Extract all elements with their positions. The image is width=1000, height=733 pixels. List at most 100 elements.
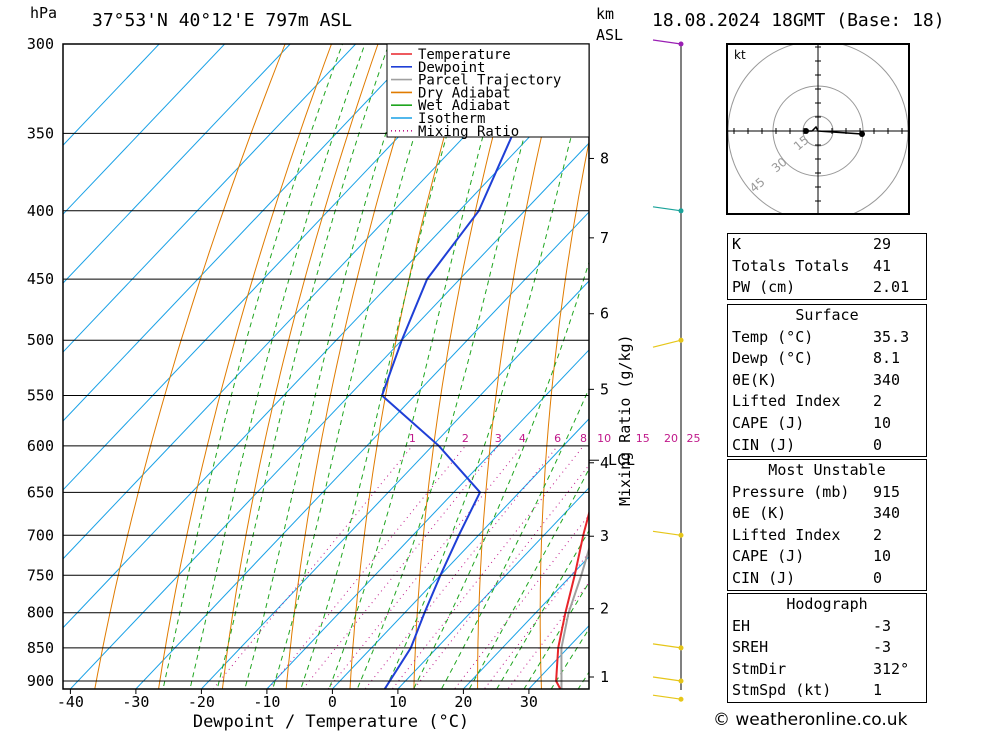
location-title: 37°53'N 40°12'E 797m ASL (92, 10, 353, 31)
wet-adiabat-line (590, 4, 720, 712)
dry-adiabat-line (660, 4, 711, 712)
stat-label: EH (732, 616, 751, 635)
dry-adiabat-line (349, 44, 472, 689)
wet-adiabat-line (162, 44, 344, 689)
stat-label: CIN (J) (732, 435, 796, 454)
stat-value: 0 (873, 568, 883, 587)
lcl-label: LCL (608, 451, 635, 469)
stat-value: 2 (873, 525, 883, 544)
dry-adiabat-line (285, 44, 425, 689)
wind-barb-shaft (652, 530, 682, 536)
km-tick-label: 7 (600, 229, 609, 247)
km-tick-label: 3 (600, 527, 609, 545)
mixing-ratio-line (507, 581, 589, 689)
isotherm-line (200, 280, 589, 689)
mixing-ratio-value-label: 8 (580, 432, 587, 445)
isotherm-line (462, 556, 589, 689)
isotherm-line (63, 44, 422, 422)
stat-row: Lifted Index 2 (728, 391, 926, 413)
wet-adiabat-line (216, 44, 390, 689)
dry-adiabat-line (717, 4, 720, 712)
mixing-ratio-line (391, 445, 584, 689)
km-tick-label: 5 (600, 380, 609, 398)
km-tick-label: 4 (600, 454, 609, 472)
stat-value: 340 (873, 370, 901, 389)
stat-value: 340 (873, 504, 901, 523)
stat-value: -3 (873, 616, 892, 635)
stat-label: StmSpd (kt) (732, 681, 832, 700)
wind-barb-shaft (652, 676, 682, 682)
wet-adiabat-line (523, 581, 589, 689)
mixing-ratio-value-label: 3 (495, 432, 502, 445)
stat-row: StmSpd (kt) 1 (728, 680, 926, 702)
wet-adiabat-line (300, 44, 475, 689)
stat-value: 41 (873, 256, 892, 275)
isotherm-line (266, 349, 589, 689)
stat-label: CIN (J) (732, 568, 796, 587)
stat-value: 0 (873, 435, 883, 454)
stat-label: Lifted Index (732, 525, 841, 544)
plot-frame (62, 43, 590, 690)
stat-label: Temp (°C) (732, 327, 814, 346)
hodograph-stats-title: Hodograph (786, 595, 868, 613)
surface-table: Surface Temp (°C) 35.3 Dewp (°C) 8.1 θE(K)… (727, 304, 927, 458)
stat-label: θE (K) (732, 504, 787, 523)
stat-row: SREH -3 (728, 637, 926, 659)
dewpoint-profile (380, 44, 567, 689)
x-tick-label: -30 (122, 693, 149, 711)
stat-row: θE(K) 340 (728, 370, 926, 392)
stat-label: StmDir (732, 659, 787, 678)
stat-label: SREH (732, 638, 769, 657)
pressure-tick-label: 300 (27, 35, 54, 53)
wind-barb-shaft (652, 39, 682, 45)
parcel-trajectory-profile (560, 545, 589, 689)
legend-label: Dry Adiabat (418, 85, 511, 101)
temperature-profile (555, 509, 589, 689)
wet-adiabat-line (496, 529, 589, 689)
stat-value: 29 (873, 235, 892, 253)
km-tick-label: 1 (600, 668, 609, 686)
pressure-tick-label: 700 (27, 526, 54, 544)
pressure-tick-label: 350 (27, 124, 54, 142)
hodograph-panel: kt 15 30 45 (726, 43, 910, 215)
stat-row: Temp (°C) 35.3 (728, 327, 926, 349)
hodograph-unit-label: kt (734, 48, 746, 62)
mixing-ratio-value-label: 25 (687, 432, 701, 445)
dry-adiabat-line (94, 44, 286, 689)
stat-label: Dewp (°C) (732, 349, 814, 368)
chart-header: hPa 37°53'N 40°12'E 797m ASL km ASL 18.0… (0, 0, 1000, 44)
km-tick-label: 6 (600, 305, 609, 323)
wet-adiabat-line (189, 44, 366, 689)
km-tick-label: 2 (600, 600, 609, 618)
stat-label: CAPE (J) (732, 413, 805, 432)
isotherm-line (331, 418, 589, 689)
x-tick-label: -10 (253, 693, 280, 711)
km-tick-label: 8 (600, 149, 609, 167)
mixing-ratio-value-label: 10 (597, 432, 611, 445)
isotherm-line (63, 44, 357, 353)
stat-value: 915 (873, 482, 901, 501)
stat-row: CAPE (J) 10 (728, 546, 926, 568)
wet-adiabat-line (328, 44, 510, 689)
stat-row-k: K 29 (728, 234, 926, 256)
datetime-title: 18.08.2024 18GMT (Base: 18) (652, 10, 945, 31)
stat-label: θE(K) (732, 370, 778, 389)
dry-adiabat-line (477, 44, 565, 689)
hodograph-stats-table: Hodograph EH -3 SREH -3 StmDir 312° StmSpd … (727, 593, 927, 703)
stat-row: StmDir 312° (728, 659, 926, 681)
isotherm-line (397, 487, 589, 689)
wind-barb-shaft (652, 643, 682, 649)
wet-adiabat-line (468, 468, 589, 689)
pressure-tick-label: 750 (27, 566, 54, 584)
indices-table: K 29 Totals Totals 41 PW (cm) 2.01 (727, 233, 927, 300)
x-tick-label: -20 (188, 693, 215, 711)
stat-value: 1 (873, 681, 883, 700)
wet-adiabat-line (272, 44, 444, 689)
legend-label: Temperature (418, 47, 511, 63)
dry-adiabat-line (158, 44, 333, 689)
stat-value: 10 (873, 547, 892, 566)
mixing-ratio-line (327, 445, 523, 689)
mixing-ratio-value-label: 2 (462, 432, 469, 445)
stat-label: PW (cm) (732, 278, 796, 297)
